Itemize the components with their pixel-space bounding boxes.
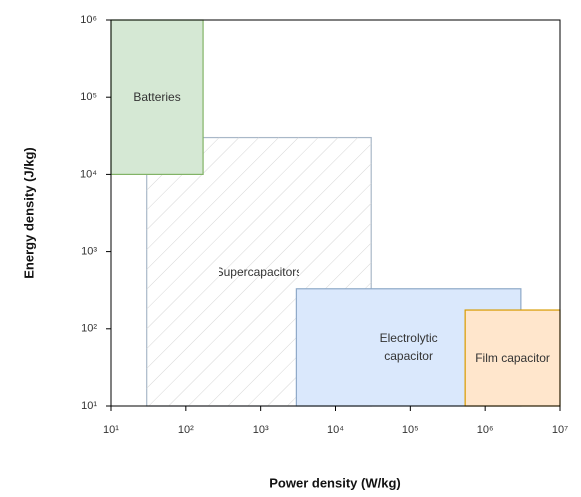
y-tick-label: 10⁵ xyxy=(80,91,97,103)
region-label-box: Electrolytic capacitor xyxy=(379,331,438,364)
y-tick-label: 10² xyxy=(81,323,97,335)
x-tick-label: 10⁶ xyxy=(477,424,494,436)
x-tick-label: 10² xyxy=(178,424,194,436)
y-tick-label: 10⁶ xyxy=(80,14,97,26)
region-label-box: Supercapacitors xyxy=(218,264,299,279)
x-tick-label: 10¹ xyxy=(103,424,119,436)
region-label: Film capacitor xyxy=(475,351,550,365)
region-label: Electrolytic capacitor xyxy=(379,331,438,364)
y-axis-title: Energy density (J/kg) xyxy=(21,147,36,278)
x-tick-label: 10⁵ xyxy=(402,424,419,436)
x-tick-label: 10⁷ xyxy=(552,424,568,436)
x-tick-label: 10³ xyxy=(253,424,269,436)
regions: Supercapacitors Batteries Electrolytic cap… xyxy=(110,19,561,407)
y-tick-label: 10⁴ xyxy=(80,168,97,180)
region-label: Supercapacitors xyxy=(218,264,299,279)
region-label: Batteries xyxy=(133,90,181,105)
x-tick-label: 10⁴ xyxy=(327,424,344,436)
region-label-box: Film capacitor xyxy=(475,351,550,365)
region-label-box: Batteries xyxy=(133,90,181,105)
y-tick-label: 10³ xyxy=(81,246,97,258)
x-axis-title: Power density (W/kg) xyxy=(269,475,400,490)
y-tick-label: 10¹ xyxy=(81,400,97,412)
